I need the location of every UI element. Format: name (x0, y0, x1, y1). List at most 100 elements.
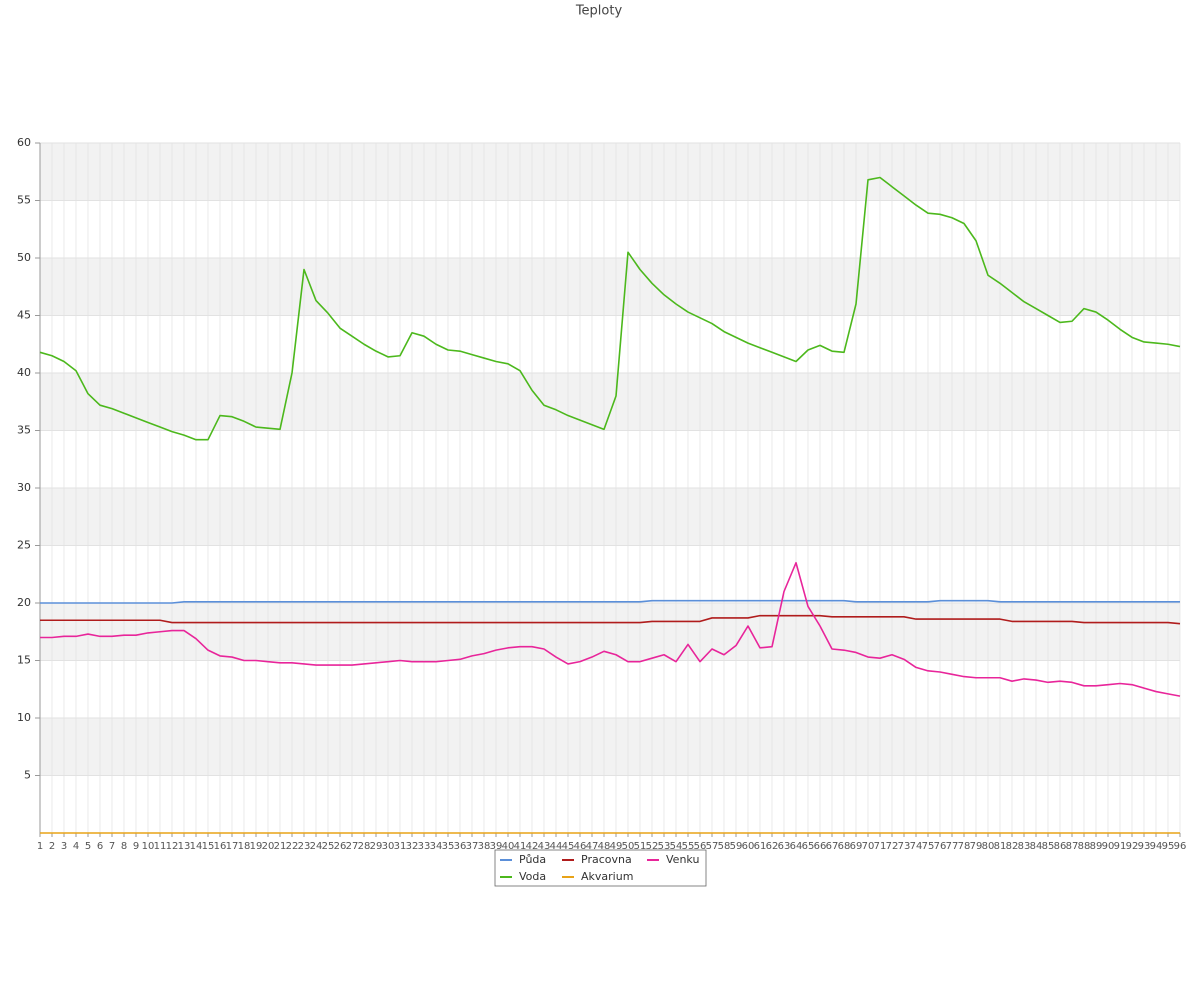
chart-title: Teploty (575, 4, 623, 19)
x-tick-label: 31 (394, 841, 407, 852)
series-line (40, 599, 1180, 604)
x-tick-label: 47 (586, 841, 599, 852)
grid-band (40, 373, 1180, 431)
series-line (40, 614, 1181, 625)
x-tick-label: 44 (550, 841, 563, 852)
x-tick-label: 86 (1054, 841, 1067, 852)
legend-box (494, 849, 707, 887)
x-tick-label: 80 (982, 841, 995, 852)
x-tick-label: 3 (61, 841, 67, 852)
legend-label: Voda (519, 870, 546, 883)
x-tick-label: 34 (430, 841, 443, 852)
x-tick-label: 6 (97, 841, 103, 852)
x-tick-label: 38 (478, 841, 491, 852)
y-tick-label: 50 (17, 251, 31, 264)
y-tick-label: 15 (17, 654, 31, 667)
x-tick-label: 81 (994, 841, 1007, 852)
x-tick-label: 74 (910, 841, 923, 852)
x-tick-label: 15 (202, 841, 215, 852)
x-tick-label: 36 (454, 841, 467, 852)
x-tick-label: 19 (250, 841, 263, 852)
x-tick-label: 46 (574, 841, 587, 852)
x-tick-label: 14 (190, 841, 203, 852)
legend-label: Půda (519, 853, 546, 866)
grid-band (40, 258, 1180, 316)
x-tick-label: 24 (310, 841, 323, 852)
x-tick-label: 28 (358, 841, 371, 852)
x-tick-label: 61 (754, 841, 767, 852)
x-tick-label: 33 (418, 841, 431, 852)
x-tick-label: 50 (622, 841, 635, 852)
x-tick-label: 21 (274, 841, 287, 852)
x-tick-label: 73 (898, 841, 911, 852)
x-tick-label: 41 (514, 841, 527, 852)
grid-band (40, 488, 1180, 546)
x-tick-label: 32 (406, 841, 419, 852)
x-tick-label: 94 (1150, 841, 1163, 852)
x-tick-label: 66 (814, 841, 827, 852)
x-tick-label: 76 (934, 841, 947, 852)
x-tick-label: 65 (802, 841, 815, 852)
x-tick-label: 16 (214, 841, 227, 852)
x-tick-label: 60 (742, 841, 755, 852)
x-tick-label: 72 (886, 841, 899, 852)
y-tick-label: 60 (17, 136, 31, 149)
x-tick-label: 82 (1006, 841, 1019, 852)
x-tick-label: 52 (646, 841, 659, 852)
x-tick-label: 71 (874, 841, 887, 852)
x-tick-label: 49 (610, 841, 623, 852)
x-tick-label: 59 (730, 841, 743, 852)
x-tick-label: 27 (346, 841, 359, 852)
x-tick-label: 1 (37, 841, 43, 852)
x-tick-label: 48 (598, 841, 611, 852)
series-line (40, 561, 1181, 697)
x-tick-label: 30 (382, 841, 395, 852)
y-tick-label: 30 (17, 481, 31, 494)
x-tick-label: 87 (1066, 841, 1079, 852)
x-tick-label: 54 (670, 841, 683, 852)
x-tick-label: 37 (466, 841, 479, 852)
x-tick-label: 56 (694, 841, 707, 852)
legend-label: Pracovna (581, 853, 632, 866)
x-tick-label: 79 (970, 841, 983, 852)
x-tick-label: 45 (562, 841, 575, 852)
x-tick-label: 67 (826, 841, 839, 852)
y-tick-label: 55 (17, 194, 31, 207)
grid-band (40, 143, 1180, 201)
x-tick-label: 2 (49, 841, 55, 852)
x-tick-label: 17 (226, 841, 239, 852)
x-tick-label: 58 (718, 841, 731, 852)
x-tick-label: 62 (766, 841, 779, 852)
x-tick-label: 7 (109, 841, 115, 852)
x-tick-label: 18 (238, 841, 251, 852)
x-tick-label: 90 (1102, 841, 1115, 852)
x-tick-label: 78 (958, 841, 971, 852)
x-tick-label: 20 (262, 841, 275, 852)
x-tick-label: 70 (862, 841, 875, 852)
x-tick-label: 11 (154, 841, 167, 852)
x-tick-label: 39 (490, 841, 503, 852)
x-tick-label: 22 (286, 841, 299, 852)
x-tick-label: 91 (1114, 841, 1127, 852)
x-tick-label: 57 (706, 841, 719, 852)
x-tick-label: 29 (370, 841, 383, 852)
x-tick-label: 89 (1090, 841, 1103, 852)
y-tick-label: 5 (24, 769, 31, 782)
x-tick-label: 25 (322, 841, 335, 852)
x-tick-label: 35 (442, 841, 455, 852)
x-tick-label: 9 (133, 841, 139, 852)
y-tick-label: 35 (17, 424, 31, 437)
y-tick-label: 10 (17, 711, 31, 724)
x-tick-label: 85 (1042, 841, 1055, 852)
x-tick-label: 23 (298, 841, 311, 852)
x-tick-label: 13 (178, 841, 191, 852)
x-tick-label: 8 (121, 841, 127, 852)
x-tick-label: 69 (850, 841, 863, 852)
x-tick-label: 93 (1138, 841, 1151, 852)
x-tick-label: 43 (538, 841, 551, 852)
x-tick-label: 75 (922, 841, 935, 852)
x-tick-label: 68 (838, 841, 851, 852)
x-tick-label: 92 (1126, 841, 1139, 852)
x-tick-label: 96 (1174, 841, 1187, 852)
